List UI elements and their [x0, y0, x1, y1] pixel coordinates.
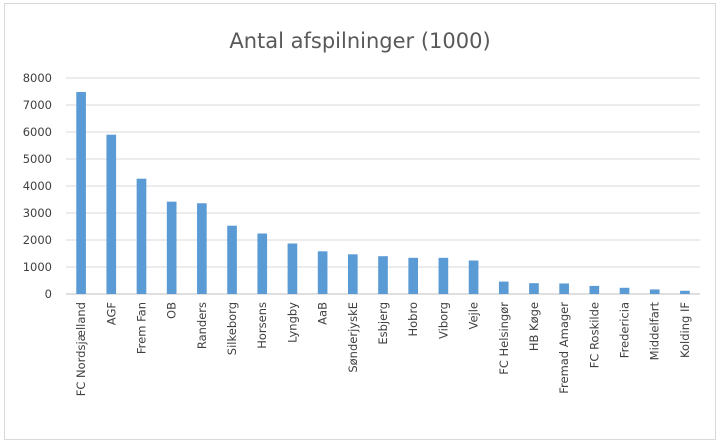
- bar: [529, 283, 539, 294]
- bar: [498, 281, 509, 294]
- x-category-label: FC Nordsjælland: [74, 302, 88, 396]
- y-tick-label: 3000: [23, 206, 52, 220]
- bar: [408, 257, 419, 294]
- x-category-label: Frem Fan: [134, 302, 148, 354]
- bar: [317, 251, 328, 294]
- y-tick-label: 7000: [23, 98, 52, 112]
- x-category-label: OB: [165, 302, 179, 319]
- bar: [347, 254, 358, 294]
- x-category-label: AaB: [316, 302, 330, 325]
- x-category-label: FC Helsingør: [497, 302, 511, 375]
- x-category-label: Fredericia: [618, 302, 632, 358]
- y-tick-label: 4000: [23, 179, 52, 193]
- y-axis-ticks: 0 1000 2000 3000 4000 5000 6000 7000 8000: [23, 71, 52, 301]
- y-tick-label: 5000: [23, 152, 52, 166]
- bar: [136, 178, 147, 294]
- x-category-label: Silkeborg: [225, 302, 239, 355]
- x-category-label: AGF: [104, 302, 118, 325]
- x-category-label: FC Roskilde: [587, 302, 601, 368]
- bar: [227, 225, 237, 294]
- x-axis-categories: FC Nordsjælland AGF Frem Fan OB Randers Silke…: [74, 302, 692, 397]
- x-category-label: Viborg: [436, 302, 450, 339]
- bar: [559, 283, 569, 294]
- x-category-label: Middelfart: [648, 302, 662, 361]
- y-tick-label: 2000: [23, 233, 52, 247]
- bar: [649, 289, 660, 294]
- y-tick-label: 6000: [23, 125, 52, 139]
- x-category-label: Esbjerg: [376, 302, 390, 345]
- y-tick-label: 8000: [23, 71, 52, 85]
- bar: [619, 287, 630, 294]
- x-category-label: HB Køge: [527, 302, 541, 351]
- bar: [438, 257, 449, 294]
- x-category-label: Horsens: [255, 302, 269, 349]
- bar: [197, 203, 207, 294]
- bar: [166, 201, 177, 294]
- bars: [76, 92, 690, 294]
- x-category-label: Vejle: [467, 302, 481, 330]
- x-category-label: Fremad Amager: [557, 302, 571, 394]
- bar: [106, 134, 117, 294]
- bar: [589, 285, 600, 294]
- y-tick-label: 1000: [23, 260, 52, 274]
- y-tick-label: 0: [45, 287, 52, 301]
- x-category-label: Kolding IF: [678, 302, 692, 358]
- bar: [680, 290, 690, 294]
- bar: [257, 233, 268, 294]
- chart-frame: [4, 3, 716, 440]
- bar: [468, 260, 479, 294]
- bar: [76, 92, 86, 294]
- bar: [378, 256, 388, 294]
- chart-title: Antal afspilninger (1000): [229, 29, 490, 53]
- x-category-label: Hobro: [406, 302, 420, 337]
- x-category-label: Randers: [195, 302, 209, 349]
- bar: [287, 243, 298, 294]
- x-category-label: SønderjyskE: [346, 302, 360, 373]
- x-category-label: Lyngby: [285, 302, 299, 343]
